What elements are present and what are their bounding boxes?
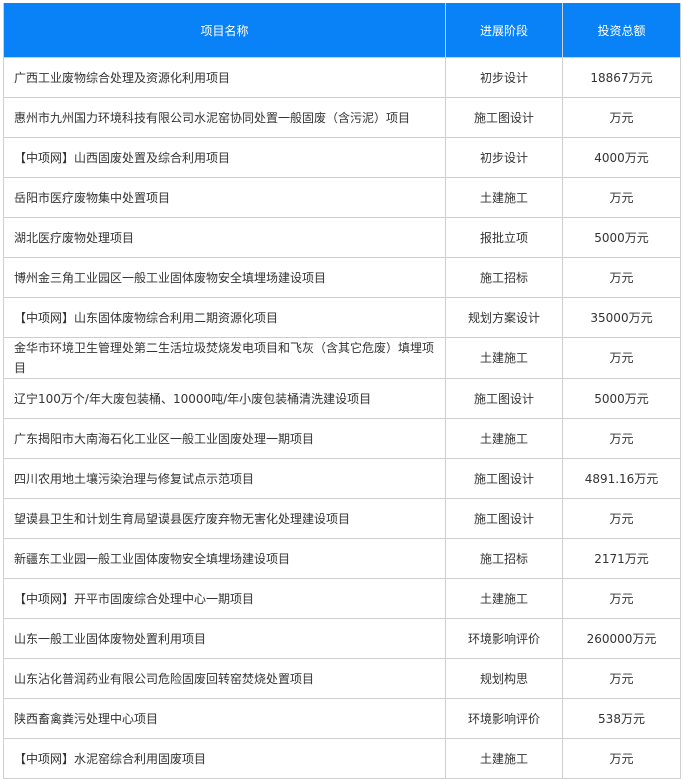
project-name-link[interactable]: 湖北医疗废物处理项目 (3, 217, 446, 258)
project-stage: 土建施工 (445, 177, 563, 218)
project-name-link[interactable]: 【中项网】山东固体废物综合利用二期资源化项目 (3, 297, 446, 338)
column-header-amount: 投资总额 (562, 3, 681, 58)
project-name-link[interactable]: 惠州市九州国力环境科技有限公司水泥窑协同处置一般固废（含污泥）项目 (3, 97, 446, 138)
project-amount: 4000万元 (562, 137, 681, 178)
project-amount: 35000万元 (562, 297, 681, 338)
project-stage: 施工图设计 (445, 458, 563, 499)
project-name-link[interactable]: 【中项网】水泥窑综合利用固废项目 (3, 738, 446, 779)
table-row: 【中项网】水泥窑综合利用固废项目 土建施工 万元 (3, 738, 681, 779)
project-stage: 施工招标 (445, 538, 563, 579)
project-stage: 环境影响评价 (445, 698, 563, 739)
project-name-link[interactable]: 【中项网】山西固废处置及综合利用项目 (3, 137, 446, 178)
project-name-link[interactable]: 辽宁100万个/年大废包装桶、10000吨/年小废包装桶清洗建设项目 (3, 378, 446, 419)
table-row: 【中项网】开平市固废综合处理中心一期项目 土建施工 万元 (3, 578, 681, 619)
table-row: 【中项网】山西固废处置及综合利用项目 初步设计 4000万元 (3, 137, 681, 178)
project-stage: 报批立项 (445, 217, 563, 258)
project-stage: 初步设计 (445, 137, 563, 178)
project-name-link[interactable]: 四川农用地土壤污染治理与修复试点示范项目 (3, 458, 446, 499)
project-name-link[interactable]: 陕西畜禽粪污处理中心项目 (3, 698, 446, 739)
table-row: 望谟县卫生和计划生育局望谟县医疗废弃物无害化处理建设项目 施工图设计 万元 (3, 498, 681, 539)
project-amount: 万元 (562, 738, 681, 779)
table-row: 山东一般工业固体废物处置利用项目 环境影响评价 260000万元 (3, 618, 681, 659)
project-table: 项目名称 进展阶段 投资总额 广西工业废物综合处理及资源化利用项目 初步设计 188… (3, 3, 681, 779)
project-stage: 土建施工 (445, 578, 563, 619)
project-amount: 260000万元 (562, 618, 681, 659)
project-stage: 施工图设计 (445, 378, 563, 419)
table-row: 广西工业废物综合处理及资源化利用项目 初步设计 18867万元 (3, 57, 681, 98)
project-amount: 万元 (562, 418, 681, 459)
table-row: 山东沾化普润药业有限公司危险固废回转窑焚烧处置项目 规划构思 万元 (3, 658, 681, 699)
project-amount: 万元 (562, 578, 681, 619)
table-row: 惠州市九州国力环境科技有限公司水泥窑协同处置一般固废（含污泥）项目 施工图设计 万元 (3, 97, 681, 138)
project-amount: 万元 (562, 257, 681, 298)
project-stage: 土建施工 (445, 738, 563, 779)
project-name-link[interactable]: 山东一般工业固体废物处置利用项目 (3, 618, 446, 659)
project-name-link[interactable]: 广东揭阳市大南海石化工业区一般工业固废处理一期项目 (3, 418, 446, 459)
project-stage: 土建施工 (445, 337, 563, 379)
project-name-link[interactable]: 岳阳市医疗废物集中处置项目 (3, 177, 446, 218)
project-stage: 规划构思 (445, 658, 563, 699)
project-stage: 环境影响评价 (445, 618, 563, 659)
project-amount: 万元 (562, 498, 681, 539)
table-header-row: 项目名称 进展阶段 投资总额 (3, 3, 681, 58)
project-amount: 18867万元 (562, 57, 681, 98)
project-stage: 土建施工 (445, 418, 563, 459)
table-row: 新疆东工业园一般工业固体废物安全填埋场建设项目 施工招标 2171万元 (3, 538, 681, 579)
table-row: 博州金三角工业园区一般工业固体废物安全填埋场建设项目 施工招标 万元 (3, 257, 681, 298)
table-row: 四川农用地土壤污染治理与修复试点示范项目 施工图设计 4891.16万元 (3, 458, 681, 499)
table-row: 岳阳市医疗废物集中处置项目 土建施工 万元 (3, 177, 681, 218)
project-stage: 初步设计 (445, 57, 563, 98)
column-header-stage: 进展阶段 (445, 3, 563, 58)
project-amount: 5000万元 (562, 378, 681, 419)
project-name-link[interactable]: 广西工业废物综合处理及资源化利用项目 (3, 57, 446, 98)
table-row: 湖北医疗废物处理项目 报批立项 5000万元 (3, 217, 681, 258)
project-amount: 538万元 (562, 698, 681, 739)
project-name-link[interactable]: 博州金三角工业园区一般工业固体废物安全填埋场建设项目 (3, 257, 446, 298)
column-header-name: 项目名称 (3, 3, 446, 58)
project-stage: 规划方案设计 (445, 297, 563, 338)
project-amount: 2171万元 (562, 538, 681, 579)
project-name-link[interactable]: 【中项网】开平市固废综合处理中心一期项目 (3, 578, 446, 619)
project-amount: 万元 (562, 337, 681, 379)
project-name-link[interactable]: 新疆东工业园一般工业固体废物安全填埋场建设项目 (3, 538, 446, 579)
table-row: 【中项网】山东固体废物综合利用二期资源化项目 规划方案设计 35000万元 (3, 297, 681, 338)
project-stage: 施工招标 (445, 257, 563, 298)
project-amount: 4891.16万元 (562, 458, 681, 499)
project-name-link[interactable]: 山东沾化普润药业有限公司危险固废回转窑焚烧处置项目 (3, 658, 446, 699)
project-amount: 万元 (562, 177, 681, 218)
project-stage: 施工图设计 (445, 97, 563, 138)
project-name-link[interactable]: 金华市环境卫生管理处第二生活垃圾焚烧发电项目和飞灰（含其它危废）填埋项目 (3, 337, 446, 379)
project-amount: 5000万元 (562, 217, 681, 258)
table-row: 辽宁100万个/年大废包装桶、10000吨/年小废包装桶清洗建设项目 施工图设计 5… (3, 378, 681, 419)
project-amount: 万元 (562, 658, 681, 699)
project-stage: 施工图设计 (445, 498, 563, 539)
table-row: 金华市环境卫生管理处第二生活垃圾焚烧发电项目和飞灰（含其它危废）填埋项目 土建施工… (3, 337, 681, 379)
project-amount: 万元 (562, 97, 681, 138)
table-row: 广东揭阳市大南海石化工业区一般工业固废处理一期项目 土建施工 万元 (3, 418, 681, 459)
project-name-link[interactable]: 望谟县卫生和计划生育局望谟县医疗废弃物无害化处理建设项目 (3, 498, 446, 539)
table-row: 陕西畜禽粪污处理中心项目 环境影响评价 538万元 (3, 698, 681, 739)
